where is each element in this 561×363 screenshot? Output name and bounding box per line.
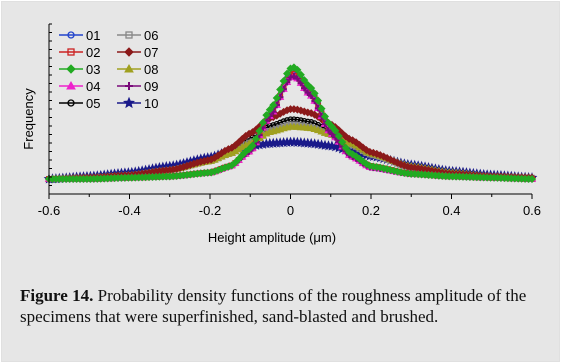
- x-axis-title: Height amplitude (μm): [208, 230, 336, 245]
- legend: 01 02 03 04 05 06 07 08 09 10: [59, 28, 158, 111]
- series-03-point: [283, 69, 292, 78]
- legend-entry-02: 02: [59, 45, 100, 60]
- series-09-point: [297, 79, 305, 87]
- figure-caption: Figure 14. Probability density functions…: [20, 285, 540, 327]
- legend-entry-09: 09: [117, 79, 158, 94]
- series-03-point: [317, 104, 326, 113]
- legend-label: 08: [144, 62, 158, 77]
- legend-label: 04: [86, 79, 100, 94]
- series-09-point: [328, 130, 336, 138]
- series-07-point: [355, 140, 364, 149]
- x-tick-label: 0.2: [362, 203, 380, 218]
- legend-marker: [123, 96, 135, 109]
- series-03-point: [251, 134, 261, 144]
- legend-marker: [66, 64, 76, 74]
- x-tick-label: -0.2: [199, 203, 221, 218]
- legend-marker: [67, 99, 75, 107]
- legend-entry-06: 06: [117, 28, 158, 43]
- legend-entry-10: 10: [117, 96, 158, 111]
- series-03-point: [307, 84, 316, 93]
- series-03-point: [327, 122, 336, 131]
- axes: -0.6 -0.4 -0.2 0 0.2 0.4 0.6: [38, 23, 541, 218]
- series-03-point: [320, 112, 330, 121]
- series-03-point: [527, 174, 537, 184]
- x-tick-label: -0.6: [38, 203, 60, 218]
- series-03-point: [352, 152, 361, 161]
- x-tick-label: 0: [287, 203, 294, 218]
- series-07-point: [310, 110, 319, 119]
- legend-label: 07: [144, 45, 158, 60]
- series-03-point: [269, 101, 278, 110]
- series-03: [44, 63, 537, 184]
- series-03-point: [331, 126, 340, 135]
- series-03-point: [276, 85, 285, 94]
- series-03-point: [262, 111, 271, 120]
- series-03-point: [248, 141, 257, 150]
- legend-entry-07: 07: [117, 45, 158, 60]
- series-03-point: [258, 118, 267, 127]
- y-axis-title: Frequency: [21, 88, 36, 150]
- legend-entry-03: 03: [59, 62, 100, 77]
- series-09-point: [287, 74, 294, 81]
- legend-marker: [124, 63, 134, 73]
- series-09-point: [301, 84, 308, 92]
- figure-caption-text: Probability density functions of the rou…: [20, 286, 527, 326]
- figure-label: Figure 14.: [20, 286, 94, 305]
- legend-label: 06: [144, 28, 158, 43]
- x-tick-label: 0.4: [442, 203, 460, 218]
- series-03-point: [296, 70, 305, 79]
- series-09-point: [325, 127, 332, 134]
- pdf-line-chart: -0.6 -0.4 -0.2 0 0.2 0.4 0.6 01020304050607080…: [21, 23, 541, 245]
- series-03-point: [338, 138, 347, 147]
- legend-marker: [125, 82, 133, 90]
- series-03-point: [255, 126, 264, 135]
- legend-label: 03: [86, 62, 100, 77]
- series-09-point: [290, 72, 298, 80]
- legend-marker: [67, 48, 75, 56]
- series-07-point: [358, 143, 367, 152]
- series-07-point: [352, 138, 361, 147]
- legend-marker: [125, 31, 133, 39]
- series-07-point: [341, 132, 350, 141]
- series-03-markers: [44, 63, 537, 184]
- legend-label: 10: [144, 96, 158, 111]
- series-09-point: [294, 75, 301, 82]
- series-03-point: [314, 96, 323, 105]
- x-tick-label: 0.6: [523, 203, 541, 218]
- series-03-point: [355, 154, 364, 163]
- legend-entry-08: 08: [117, 62, 158, 77]
- legend-marker: [124, 47, 134, 57]
- series-03-point: [310, 89, 319, 98]
- legend-entry-05: 05: [59, 96, 100, 111]
- legend-label: 05: [86, 96, 100, 111]
- series-07-point: [362, 146, 371, 155]
- series-03-point: [265, 105, 274, 114]
- legend-marker: [67, 31, 75, 39]
- legend-entry-01: 01: [59, 28, 100, 43]
- series-03-point: [341, 143, 350, 152]
- series-03-point: [345, 148, 354, 157]
- series-03-point: [362, 159, 371, 169]
- series-09-point: [304, 89, 312, 96]
- series-03-point: [272, 93, 281, 103]
- series-03-point: [293, 65, 302, 74]
- legend-label: 02: [86, 45, 100, 60]
- series-03-point: [300, 76, 309, 85]
- series-03-point: [279, 76, 288, 86]
- legend-marker: [66, 80, 76, 90]
- legend-label: 09: [144, 79, 158, 94]
- series-03-point: [358, 157, 367, 166]
- series-03-point: [334, 132, 343, 141]
- plot-area: [43, 63, 538, 184]
- legend-label: 01: [86, 28, 100, 43]
- x-tick-label: -0.4: [118, 203, 140, 218]
- legend-entry-04: 04: [59, 79, 100, 94]
